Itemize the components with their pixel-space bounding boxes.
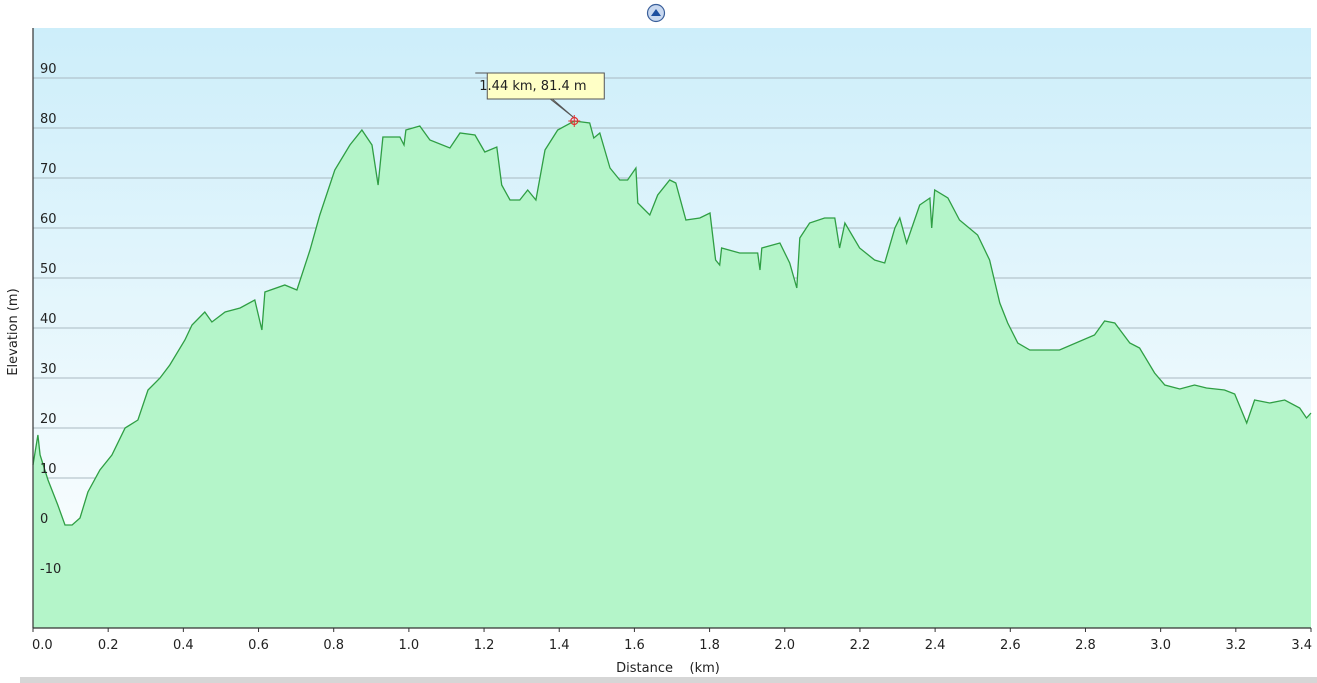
- x-tick-label: 1.4: [549, 638, 570, 653]
- x-tick-label: 2.8: [1075, 638, 1096, 653]
- y-tick-label: 60: [40, 212, 57, 227]
- x-tick-label: 1.2: [474, 638, 495, 653]
- y-tick-label: 10: [40, 462, 57, 477]
- y-tick-label: 20: [40, 412, 57, 427]
- x-axis-label: Distance (km): [616, 661, 720, 676]
- x-tick-label: 0.0: [32, 638, 53, 653]
- y-tick-label: 0: [40, 512, 48, 527]
- x-tick-label: 3.2: [1225, 638, 1246, 653]
- x-tick-label: 0.2: [98, 638, 119, 653]
- y-tick-label: 50: [40, 262, 57, 277]
- y-tick-label: -10: [40, 562, 61, 577]
- x-tick-label: 2.2: [850, 638, 871, 653]
- y-tick-label: 90: [40, 62, 57, 77]
- x-tick-label: 2.0: [774, 638, 795, 653]
- x-tick-label: 2.4: [925, 638, 946, 653]
- x-tick-label: 3.0: [1150, 638, 1171, 653]
- x-tick-label: 0.8: [323, 638, 344, 653]
- y-tick-label: 40: [40, 312, 57, 327]
- collapse-button[interactable]: [646, 3, 666, 23]
- x-tick-label: 1.8: [699, 638, 720, 653]
- y-axis-label: Elevation (m): [6, 288, 21, 375]
- tooltip-text: 1.44 km, 81.4 m: [479, 79, 586, 94]
- x-tick-label: 1.0: [399, 638, 420, 653]
- x-tick-label: 0.4: [173, 638, 194, 653]
- x-tick-label: 0.6: [248, 638, 269, 653]
- tooltip-box: [475, 72, 605, 119]
- elevation-area: [33, 121, 1311, 628]
- x-tick-label: 3.4: [1291, 638, 1312, 653]
- elevation-line: [32, 120, 1312, 526]
- y-tick-label: 30: [40, 362, 57, 377]
- tooltip: 1.44 km, 81.4 m: [475, 72, 605, 119]
- x-tick-label: 1.6: [624, 638, 645, 653]
- y-tick-label: 80: [40, 112, 57, 127]
- x-tick-label: 2.6: [1000, 638, 1021, 653]
- y-tick-label: 70: [40, 162, 57, 177]
- scrollbar: [20, 677, 1317, 683]
